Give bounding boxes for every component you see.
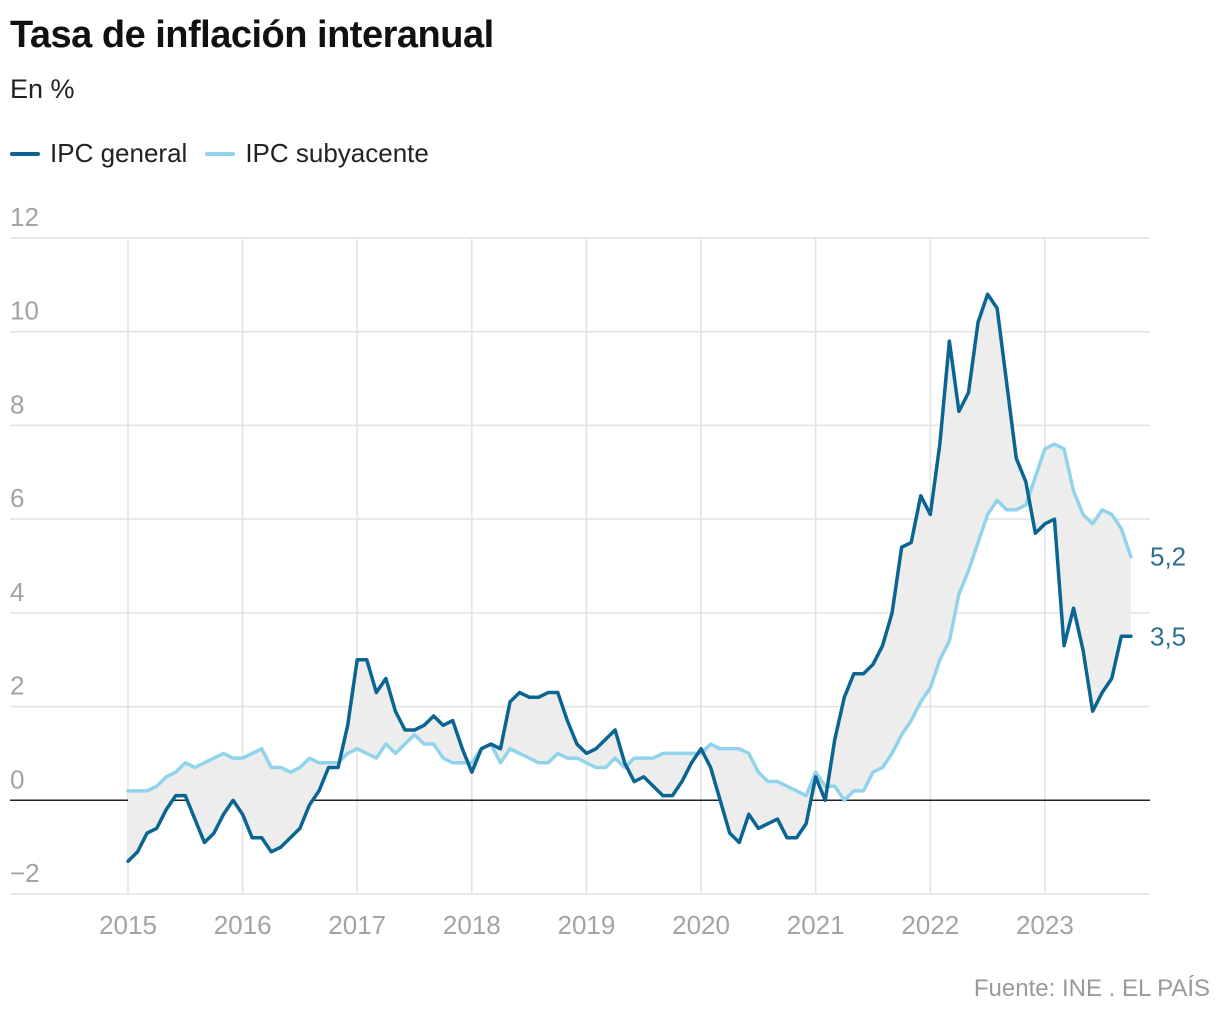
axis-labels: −2 0 2 4 6 8 10 12 2015 2016 2017 2018 2019 2020 2021 2… [10, 202, 1186, 940]
difference-band [128, 294, 1131, 862]
chart-subtitle: En % [10, 74, 75, 104]
chart-title: Tasa de inflación interanual [10, 14, 494, 56]
series-line-general [126, 292, 1133, 863]
x-tick-label: 2021 [787, 910, 845, 940]
x-tick-label: 2020 [672, 910, 730, 940]
y-tick-label: 12 [10, 202, 39, 232]
y-tick-label: 6 [10, 483, 24, 513]
end-label-general: 3,5 [1150, 621, 1186, 651]
legend-label-core: IPC subyacente [245, 138, 429, 168]
y-tick-label: 10 [10, 296, 39, 326]
series-lines [126, 292, 1133, 863]
legend-label-general: IPC general [50, 138, 188, 168]
x-tick-label: 2016 [214, 910, 272, 940]
x-tick-label: 2018 [443, 910, 501, 940]
y-tick-label: 8 [10, 389, 24, 419]
series-line-core [126, 442, 1133, 803]
x-tick-label: 2017 [328, 910, 386, 940]
x-tick-label: 2023 [1016, 910, 1074, 940]
legend-swatch-core [205, 151, 236, 156]
legend-swatch-general [10, 151, 40, 156]
y-tick-label: 2 [10, 671, 24, 701]
chart-legend: IPC general IPC subyacente [10, 138, 447, 169]
y-tick-label: 4 [10, 577, 24, 607]
legend-item-general: IPC general [10, 138, 187, 169]
shaded-difference-area [128, 294, 1131, 862]
x-tick-label: 2022 [901, 910, 959, 940]
inflation-line-chart: −2 0 2 4 6 8 10 12 2015 2016 2017 2018 2019 2020 2021 2… [10, 202, 1186, 940]
y-tick-label: 0 [10, 764, 24, 794]
x-tick-label: 2019 [558, 910, 616, 940]
source-note: Fuente: INE . EL PAÍS [973, 975, 1210, 1002]
end-label-core: 5,2 [1150, 542, 1186, 572]
x-tick-label: 2015 [99, 910, 157, 940]
y-tick-label: −2 [10, 858, 40, 888]
legend-item-core: IPC subyacente [205, 138, 429, 169]
